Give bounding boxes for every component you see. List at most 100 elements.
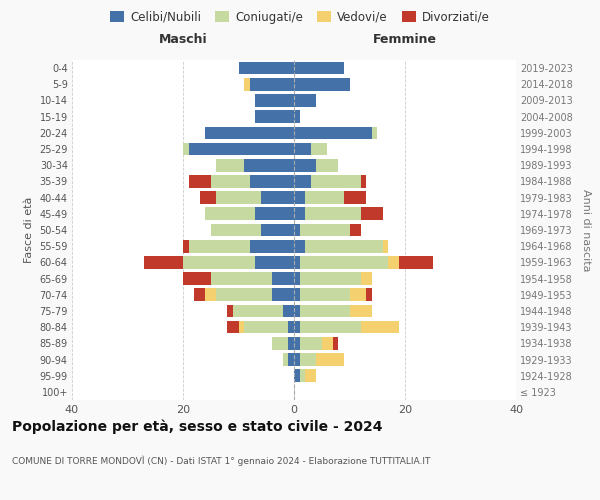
Bar [299, 353, 316, 366]
Bar [255, 110, 294, 123]
Bar [244, 159, 294, 172]
Bar [205, 126, 294, 139]
Bar [361, 175, 366, 188]
Bar [372, 126, 377, 139]
Bar [299, 224, 350, 236]
Bar [294, 353, 299, 366]
Bar [316, 353, 344, 366]
Bar [400, 256, 433, 268]
Bar [294, 224, 299, 236]
Bar [217, 159, 244, 172]
Bar [250, 240, 294, 252]
Bar [294, 78, 350, 90]
Bar [294, 370, 299, 382]
Bar [333, 337, 338, 349]
Bar [299, 337, 322, 349]
Bar [311, 142, 328, 156]
Y-axis label: Fasce di età: Fasce di età [24, 197, 34, 263]
Bar [299, 272, 361, 285]
Bar [217, 192, 261, 204]
Bar [272, 272, 294, 285]
Bar [305, 208, 361, 220]
Bar [144, 256, 183, 268]
Bar [350, 224, 361, 236]
Bar [294, 159, 316, 172]
Bar [299, 256, 388, 268]
Y-axis label: Anni di nascita: Anni di nascita [581, 188, 592, 271]
Bar [311, 175, 361, 188]
Bar [361, 208, 383, 220]
Bar [255, 256, 294, 268]
Bar [244, 321, 289, 334]
Text: Popolazione per età, sesso e stato civile - 2024: Popolazione per età, sesso e stato civil… [12, 420, 383, 434]
Bar [211, 272, 272, 285]
Bar [188, 142, 294, 156]
Bar [289, 353, 294, 366]
Bar [217, 288, 272, 301]
Bar [188, 175, 211, 188]
Bar [211, 224, 261, 236]
Bar [294, 304, 299, 318]
Bar [361, 321, 400, 334]
Bar [272, 288, 294, 301]
Bar [366, 288, 372, 301]
Bar [361, 272, 372, 285]
Bar [283, 353, 289, 366]
Bar [294, 126, 372, 139]
Bar [299, 370, 305, 382]
Bar [200, 192, 217, 204]
Bar [305, 240, 383, 252]
Bar [194, 288, 205, 301]
Bar [294, 94, 316, 107]
Bar [294, 110, 299, 123]
Bar [294, 272, 299, 285]
Bar [250, 175, 294, 188]
Bar [261, 224, 294, 236]
Text: Femmine: Femmine [373, 34, 437, 46]
Bar [305, 192, 344, 204]
Bar [255, 94, 294, 107]
Bar [183, 272, 211, 285]
Bar [294, 142, 311, 156]
Bar [244, 78, 250, 90]
Bar [294, 175, 311, 188]
Bar [388, 256, 400, 268]
Bar [383, 240, 388, 252]
Bar [350, 288, 366, 301]
Bar [294, 321, 299, 334]
Bar [283, 304, 294, 318]
Bar [289, 321, 294, 334]
Bar [294, 337, 299, 349]
Bar [305, 370, 316, 382]
Bar [227, 321, 239, 334]
Bar [239, 62, 294, 74]
Bar [322, 337, 333, 349]
Bar [255, 208, 294, 220]
Bar [205, 208, 255, 220]
Bar [183, 256, 255, 268]
Bar [299, 321, 361, 334]
Bar [239, 321, 244, 334]
Bar [294, 62, 344, 74]
Bar [261, 192, 294, 204]
Legend: Celibi/Nubili, Coniugati/e, Vedovi/e, Divorziati/e: Celibi/Nubili, Coniugati/e, Vedovi/e, Di… [105, 6, 495, 28]
Text: COMUNE DI TORRE MONDOVÌ (CN) - Dati ISTAT 1° gennaio 2024 - Elaborazione TUTTITA: COMUNE DI TORRE MONDOVÌ (CN) - Dati ISTA… [12, 455, 430, 466]
Bar [344, 192, 366, 204]
Text: Maschi: Maschi [158, 34, 208, 46]
Bar [188, 240, 250, 252]
Bar [250, 78, 294, 90]
Bar [183, 142, 188, 156]
Bar [289, 337, 294, 349]
Bar [227, 304, 233, 318]
Bar [316, 159, 338, 172]
Bar [183, 240, 188, 252]
Bar [350, 304, 372, 318]
Bar [294, 240, 305, 252]
Bar [294, 192, 305, 204]
Bar [233, 304, 283, 318]
Bar [299, 304, 350, 318]
Bar [299, 288, 350, 301]
Bar [211, 175, 250, 188]
Bar [272, 337, 289, 349]
Bar [294, 256, 299, 268]
